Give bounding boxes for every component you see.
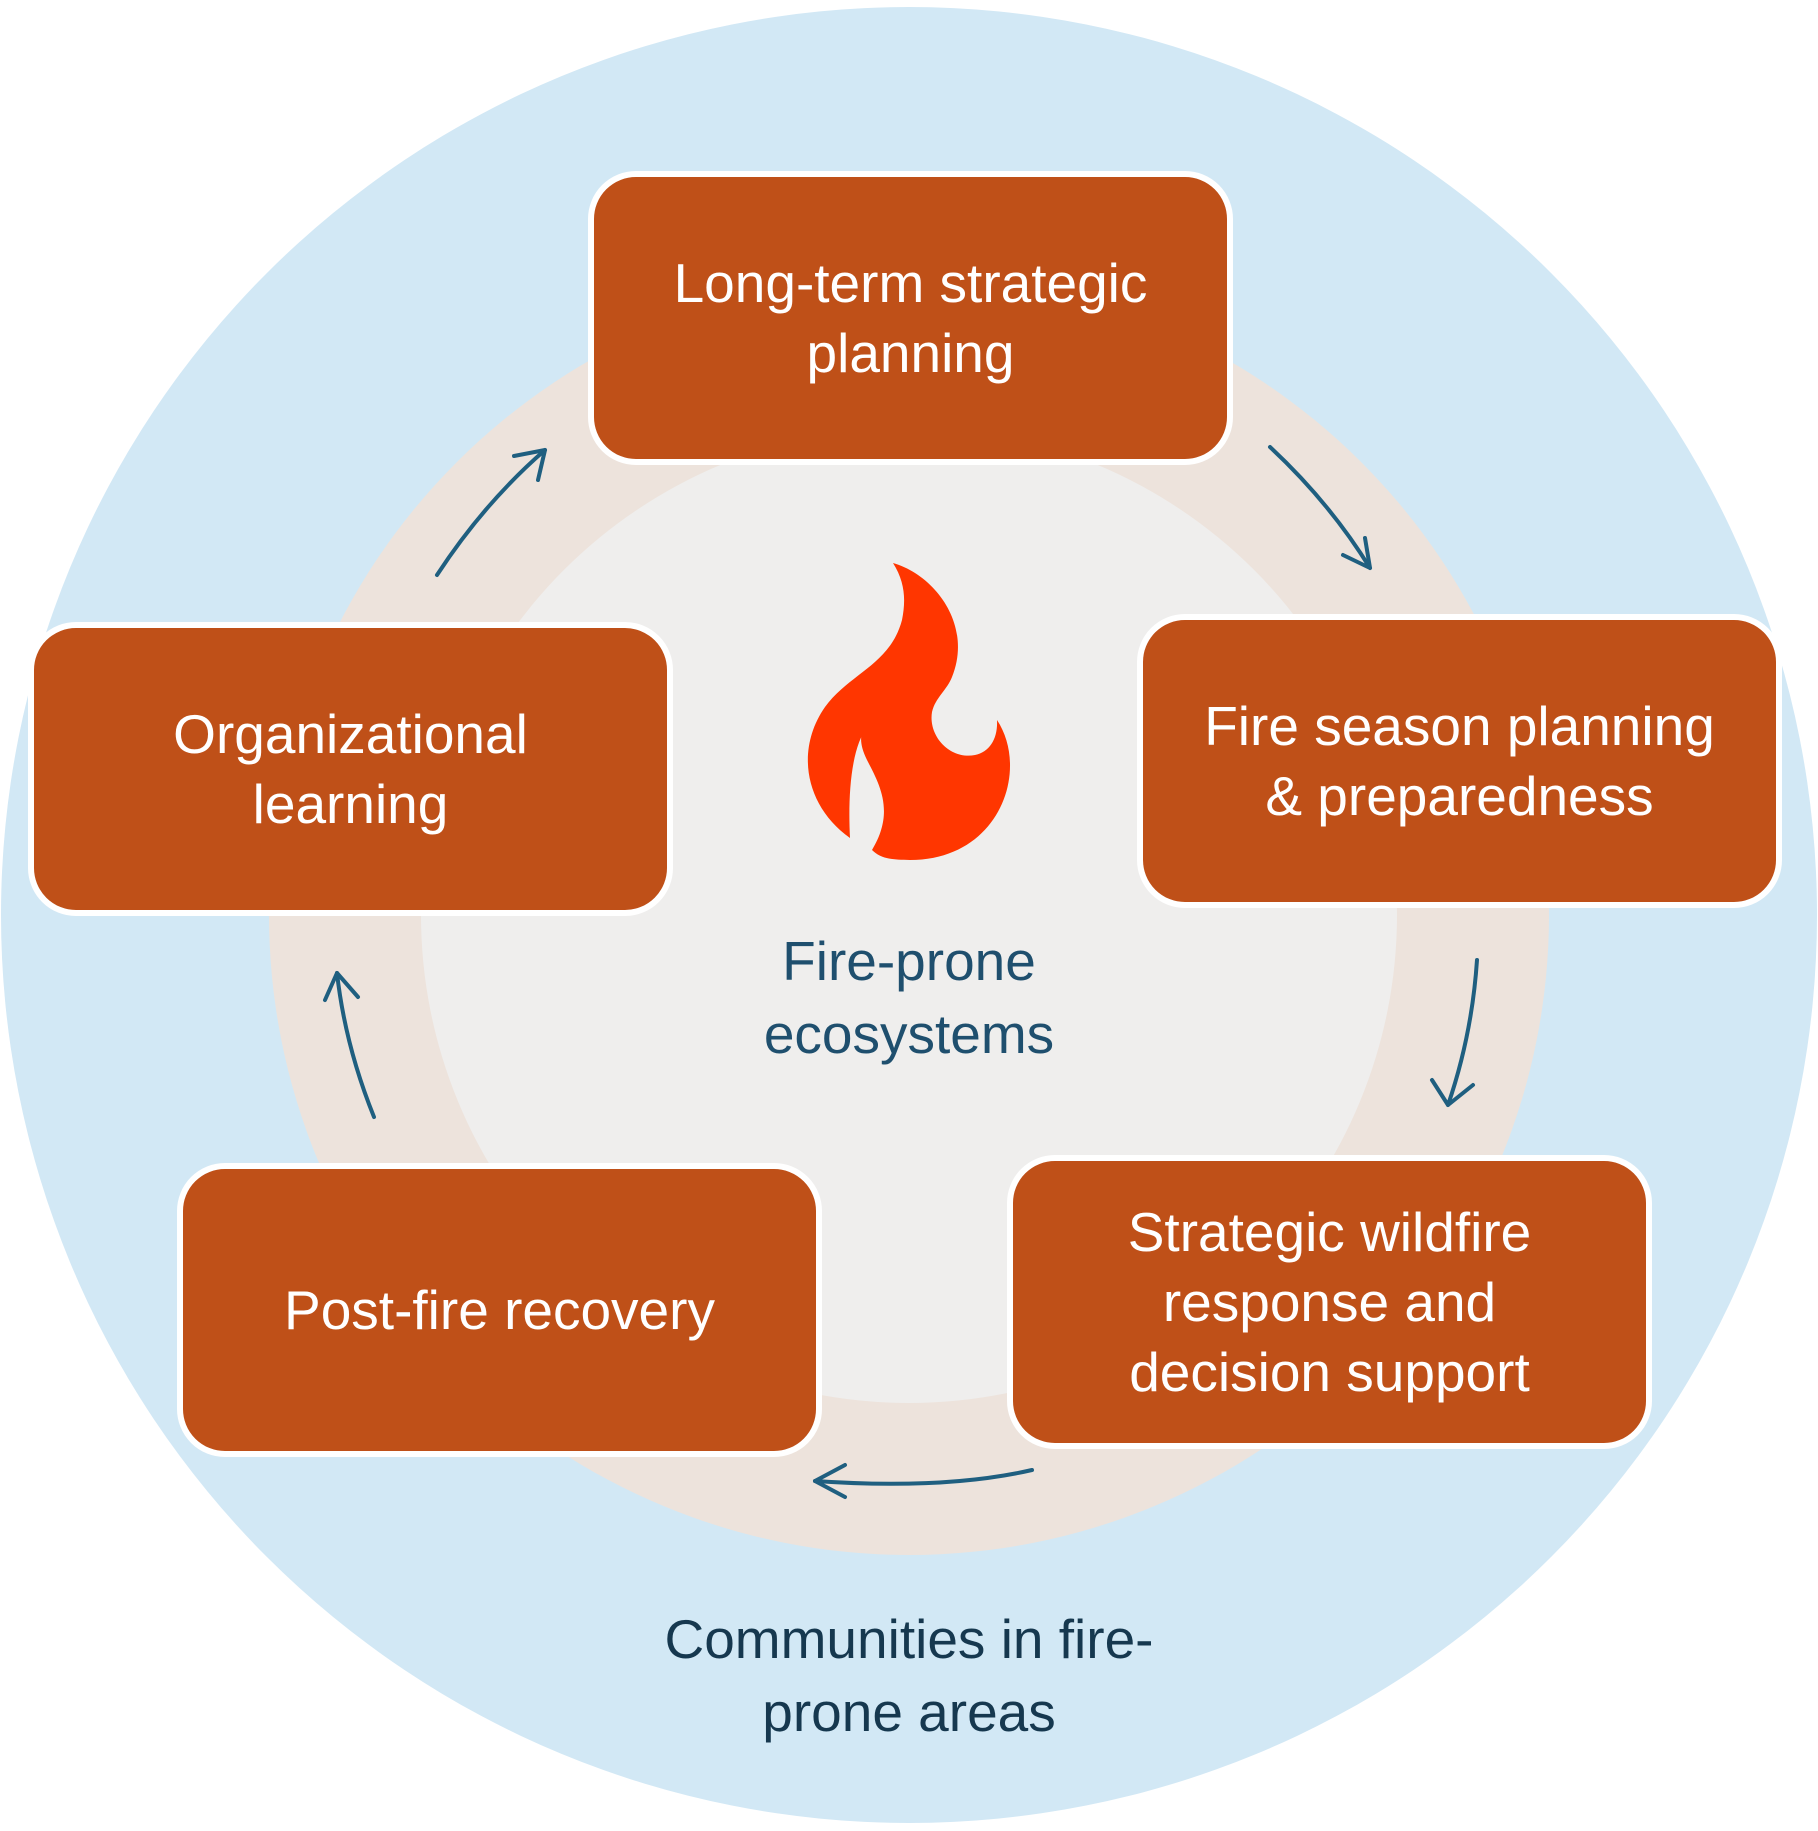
stage-fire-season-planning: Fire season planning & preparedness <box>1137 614 1782 908</box>
stage-3-label: Strategic wildfire response and decision… <box>1127 1201 1532 1403</box>
center-label: Fire-prone ecosystems <box>763 930 1055 1065</box>
flame-icon <box>807 563 1011 860</box>
stage-5-label: Organizational learning <box>173 703 528 835</box>
stage-post-fire-recovery: Post-fire recovery <box>177 1163 822 1457</box>
stage-strategic-wildfire-response: Strategic wildfire response and decision… <box>1007 1155 1652 1449</box>
cycle-arrows <box>323 445 1479 1499</box>
arrow-1-to-2 <box>1268 445 1372 570</box>
arrow-4-to-5 <box>323 971 376 1119</box>
stage-4-label: Post-fire recovery <box>284 1279 715 1341</box>
arrow-2-to-3 <box>1430 958 1479 1107</box>
stage-2-label: Fire season planning & preparedness <box>1204 695 1715 827</box>
stage-1-label: Long-term strategic planning <box>673 252 1148 384</box>
outer-ring-label: Communities in fire- prone areas <box>664 1608 1154 1743</box>
stage-long-term-strategic-planning: Long-term strategic planning <box>588 171 1233 465</box>
arrow-5-to-1 <box>435 448 547 577</box>
arrow-3-to-4 <box>813 1463 1034 1499</box>
stage-organizational-learning: Organizational learning <box>28 622 673 916</box>
